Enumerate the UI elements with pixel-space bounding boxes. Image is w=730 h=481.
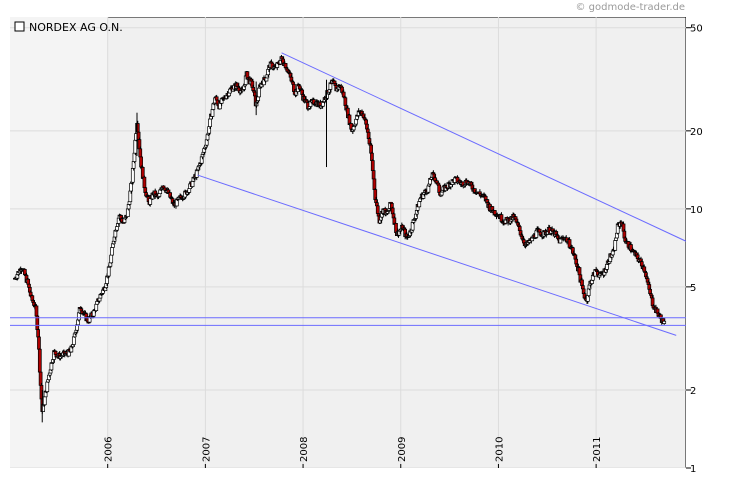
candle-body — [257, 87, 261, 98]
candle-body — [439, 191, 444, 196]
candle-body — [210, 109, 215, 117]
candle-body — [53, 350, 58, 355]
candle-body — [45, 381, 50, 392]
candle-body — [610, 250, 615, 256]
x-axis-ticks: 2006 2007 2008 2009 2010 2011 — [104, 437, 603, 468]
candle-body — [71, 336, 76, 345]
y-tick-label: 20 — [690, 127, 703, 138]
candle-body — [129, 182, 133, 192]
candle-body — [418, 198, 422, 202]
plot-band — [10, 17, 108, 468]
candle-body — [148, 198, 153, 205]
candle-body — [613, 240, 618, 251]
candle-body — [138, 148, 143, 158]
candle-body — [364, 119, 368, 125]
candle-body — [370, 160, 375, 171]
candle-body — [297, 85, 302, 90]
x-tick-label: 2008 — [299, 437, 310, 462]
candle-body — [417, 201, 422, 208]
candle-body — [513, 216, 518, 220]
candle-body — [97, 297, 102, 302]
candle-body — [614, 237, 618, 241]
candle-body — [110, 247, 114, 256]
candle-body — [375, 205, 380, 214]
candle-body — [133, 139, 138, 154]
candle-body — [642, 266, 647, 272]
candle-body — [256, 96, 261, 101]
x-tick-label: 2011 — [592, 437, 603, 462]
y-axis-labels: 1 2 5 10 20 50 — [686, 24, 703, 475]
candles — [13, 54, 667, 423]
candle-body — [91, 310, 96, 317]
y-tick-label: 5 — [690, 283, 696, 294]
candle-body — [577, 267, 582, 276]
candle-body — [371, 170, 376, 180]
candle-body — [157, 193, 162, 197]
price-chart: 2006 2007 2008 2009 2010 2011 NORDEX AG O.N. … — [9, 16, 703, 475]
candle-body — [251, 87, 256, 91]
candle-body — [190, 180, 195, 187]
candle-body — [332, 80, 337, 84]
candle-body — [517, 226, 522, 232]
candle-body — [264, 77, 269, 82]
candle-body — [115, 226, 119, 231]
candle-body — [42, 396, 47, 406]
x-tick-label: 2006 — [104, 437, 115, 462]
y-tick-label: 10 — [690, 205, 703, 216]
price-chart-svg: 2006 2007 2008 2009 2010 2011 NORDEX AG O.N. — [9, 16, 687, 469]
chart-title: NORDEX AG O.N. — [29, 21, 123, 34]
x-tick-label: 2010 — [494, 437, 505, 462]
candle-body — [36, 329, 40, 338]
candle-body — [142, 176, 147, 189]
copyright-notice: © godmode-trader.de — [575, 2, 686, 13]
y-tick-label: 2 — [690, 386, 696, 397]
candle-body — [37, 348, 42, 373]
candle-body — [662, 320, 667, 324]
candle-body — [639, 261, 644, 267]
y-tick-label: 50 — [690, 24, 703, 35]
trendline — [197, 174, 677, 336]
plot-background — [9, 16, 687, 469]
candle-body — [94, 303, 99, 311]
candle-body — [127, 201, 132, 205]
trendlines — [10, 52, 687, 336]
x-tick-label: 2009 — [397, 437, 408, 462]
trendline — [281, 52, 687, 242]
candle-body — [208, 118, 212, 127]
candle-body — [106, 266, 111, 277]
candle-body — [26, 278, 31, 285]
legend-swatch — [14, 21, 25, 32]
candle-body — [140, 167, 145, 179]
x-tick-label: 2007 — [201, 437, 212, 462]
candle-body — [37, 336, 41, 350]
candle-body — [187, 188, 192, 193]
candle-body — [34, 305, 39, 317]
legend: NORDEX AG O.N. — [14, 21, 123, 34]
candle-body — [27, 283, 31, 288]
y-tick-label: 1 — [690, 464, 696, 475]
candle-body — [605, 263, 609, 270]
candle-body — [109, 254, 114, 264]
